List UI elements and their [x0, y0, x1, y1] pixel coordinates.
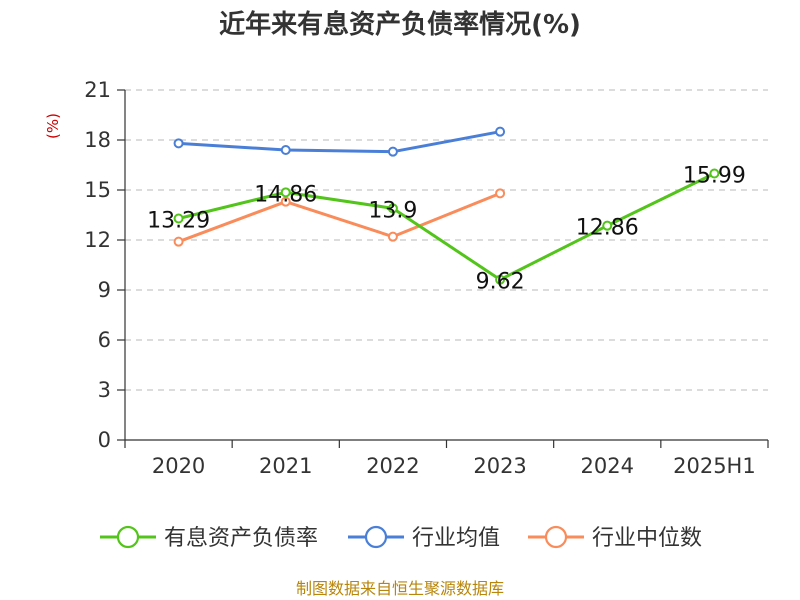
data-point — [495, 188, 506, 199]
data-label: 15.99 — [683, 164, 746, 189]
data-point — [173, 213, 184, 224]
data-point — [709, 168, 720, 179]
data-point — [495, 126, 506, 137]
data-label: 9.62 — [476, 270, 525, 295]
data-point — [173, 138, 184, 149]
x-tick-label: 2022 — [366, 454, 419, 478]
series-lines — [173, 126, 720, 285]
chart-title: 近年来有息资产负债率情况(%) — [219, 9, 581, 40]
y-tick-label: 15 — [84, 178, 111, 202]
data-label: 13.9 — [368, 198, 417, 223]
data-point — [173, 236, 184, 247]
x-tick-label: 2024 — [581, 454, 634, 478]
legend-label: 行业中位数 — [592, 526, 702, 551]
data-point — [495, 274, 506, 285]
axes: 0 3 6 9 12 15 18 21 2020 2021 2022 2023 2024 2025H1 — [84, 78, 769, 478]
legend-marker — [116, 525, 140, 549]
data-point — [602, 220, 613, 231]
data-point — [387, 203, 398, 214]
data-point — [280, 187, 291, 198]
series-line — [178, 130, 501, 154]
legend-label: 行业均值 — [412, 526, 500, 551]
x-tick-label: 2020 — [152, 454, 205, 478]
data-point — [387, 146, 398, 157]
x-tick-label: 2023 — [473, 454, 526, 478]
legend: 有息资产负债率 行业均值 行业中位数 — [100, 525, 702, 551]
data-label: 13.29 — [147, 209, 210, 234]
x-tick-label: 2025H1 — [673, 454, 756, 478]
data-label: 14.86 — [254, 182, 317, 207]
legend-marker — [364, 525, 388, 549]
y-tick-label: 21 — [84, 78, 111, 102]
y-tick-label: 6 — [98, 328, 111, 352]
data-labels: 13.29 14.86 13.9 9.62 12.86 15.99 — [147, 164, 746, 295]
y-tick-label: 3 — [98, 378, 111, 402]
y-tick-label: 12 — [84, 228, 111, 252]
legend-marker — [544, 525, 568, 549]
y-tick-label: 0 — [98, 428, 111, 452]
data-point — [387, 231, 398, 242]
series-line — [178, 172, 716, 282]
series-line — [178, 191, 501, 244]
x-tick-label: 2021 — [259, 454, 312, 478]
data-point — [280, 196, 291, 207]
data-point — [280, 145, 291, 155]
y-tick-label: 18 — [84, 128, 111, 152]
legend-label: 有息资产负债率 — [164, 526, 318, 551]
y-axis-unit: (%) — [44, 113, 62, 139]
data-label: 12.86 — [576, 216, 639, 241]
grid-lines — [125, 89, 768, 391]
source-note: 制图数据来自恒生聚源数据库 — [296, 579, 504, 598]
y-tick-label: 9 — [98, 278, 111, 302]
